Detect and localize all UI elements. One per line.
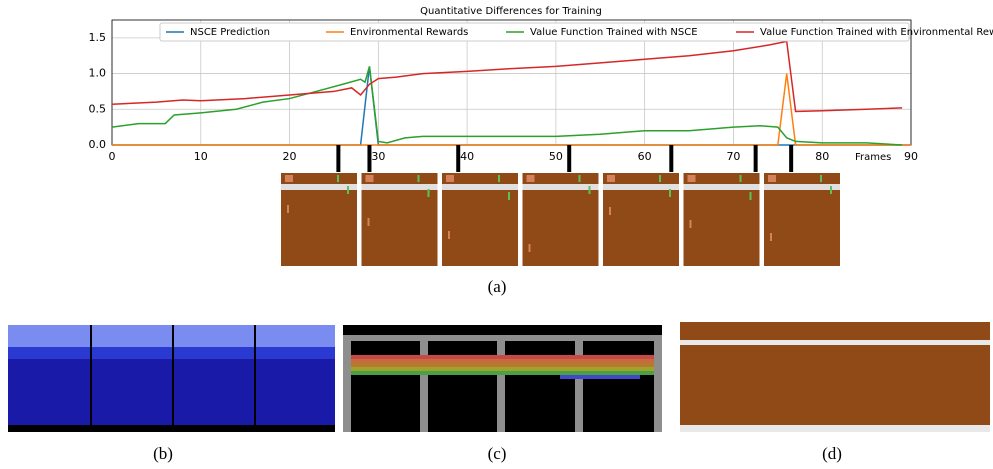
score <box>337 175 339 182</box>
paddle <box>750 192 752 200</box>
paddle <box>669 189 671 197</box>
score <box>659 175 661 182</box>
legend-label: Value Function Trained with Environmenta… <box>760 27 993 38</box>
thumb-field <box>281 190 357 266</box>
bricks <box>351 355 654 359</box>
score <box>527 175 535 182</box>
paddle <box>690 220 692 228</box>
score <box>446 175 454 182</box>
figure: Quantitative Differences for Training Fr… <box>0 0 993 465</box>
legend-label: Environmental Rewards <box>350 27 468 38</box>
score <box>366 175 374 182</box>
thumb-field <box>684 190 760 266</box>
frame-marker <box>567 145 571 172</box>
thumb-strip <box>764 184 840 190</box>
bricks <box>560 375 640 379</box>
score <box>740 175 742 182</box>
game-images <box>8 322 990 432</box>
thumb-field <box>523 190 599 266</box>
x-axis-label: Frames <box>855 152 891 163</box>
score <box>688 175 696 182</box>
x-tick-label: 40 <box>460 150 474 163</box>
wall <box>343 335 351 432</box>
x-tick-label: 30 <box>371 150 385 163</box>
x-tick-label: 50 <box>549 150 563 163</box>
caption: (a) <box>488 277 507 296</box>
surface <box>8 347 335 359</box>
seabed <box>8 425 335 432</box>
paddle <box>770 233 772 241</box>
series-line <box>112 66 902 145</box>
thumb-strip <box>281 184 357 190</box>
wall <box>575 335 583 432</box>
x-tick-label: 10 <box>194 150 208 163</box>
caption: (c) <box>488 444 507 463</box>
score <box>820 175 822 182</box>
sky <box>8 325 335 347</box>
score <box>579 175 581 182</box>
thumb-strip <box>603 184 679 190</box>
y-tick-label: 1.0 <box>89 67 107 80</box>
thumb-field <box>362 190 438 266</box>
wall <box>497 335 505 432</box>
divider <box>90 325 92 432</box>
score <box>418 175 420 182</box>
thumb-field <box>442 190 518 266</box>
paddle <box>368 218 370 226</box>
caption: (d) <box>822 444 842 463</box>
pong-field <box>680 345 990 425</box>
frame-marker <box>367 145 371 172</box>
thumb-strip <box>362 184 438 190</box>
score <box>285 175 293 182</box>
x-tick-label: 80 <box>815 150 829 163</box>
wall <box>654 335 662 432</box>
caption: (b) <box>153 444 173 463</box>
bricks <box>351 359 654 363</box>
x-tick-label: 20 <box>283 150 297 163</box>
paddle <box>589 186 591 194</box>
y-tick-label: 0.5 <box>89 102 107 115</box>
thumb-strip <box>684 184 760 190</box>
x-tick-label: 0 <box>109 150 116 163</box>
paddle <box>830 186 832 194</box>
x-tick-label: 90 <box>904 150 918 163</box>
frame-marker <box>754 145 758 172</box>
frame-marker <box>456 145 460 172</box>
y-tick-label: 1.5 <box>89 31 107 44</box>
thumbnails <box>281 173 840 266</box>
bricks <box>351 363 654 367</box>
frame-marker <box>789 145 793 172</box>
bricks <box>351 371 654 375</box>
score <box>607 175 615 182</box>
legend-label: NSCE Prediction <box>190 27 270 38</box>
paddle <box>347 186 349 194</box>
paddle <box>508 192 510 200</box>
bricks <box>351 367 654 371</box>
wall <box>420 335 428 432</box>
x-tick-label: 60 <box>638 150 652 163</box>
thumb-strip <box>442 184 518 190</box>
paddle <box>529 244 531 252</box>
chart-title: Quantitative Differences for Training <box>420 6 602 17</box>
divider <box>254 325 256 432</box>
score <box>498 175 500 182</box>
frame-marker <box>669 145 673 172</box>
divider <box>172 325 174 432</box>
pong-header <box>680 322 990 340</box>
paddle <box>428 189 430 197</box>
thumb-strip <box>523 184 599 190</box>
legend-label: Value Function Trained with NSCE <box>530 27 698 38</box>
x-tick-label: 70 <box>726 150 740 163</box>
score <box>768 175 776 182</box>
thumb-field <box>764 190 840 266</box>
y-tick-label: 0.0 <box>89 138 107 151</box>
paddle <box>448 231 450 239</box>
paddle <box>287 205 289 213</box>
frame-marker <box>336 145 340 172</box>
thumb-field <box>603 190 679 266</box>
paddle <box>609 207 611 215</box>
